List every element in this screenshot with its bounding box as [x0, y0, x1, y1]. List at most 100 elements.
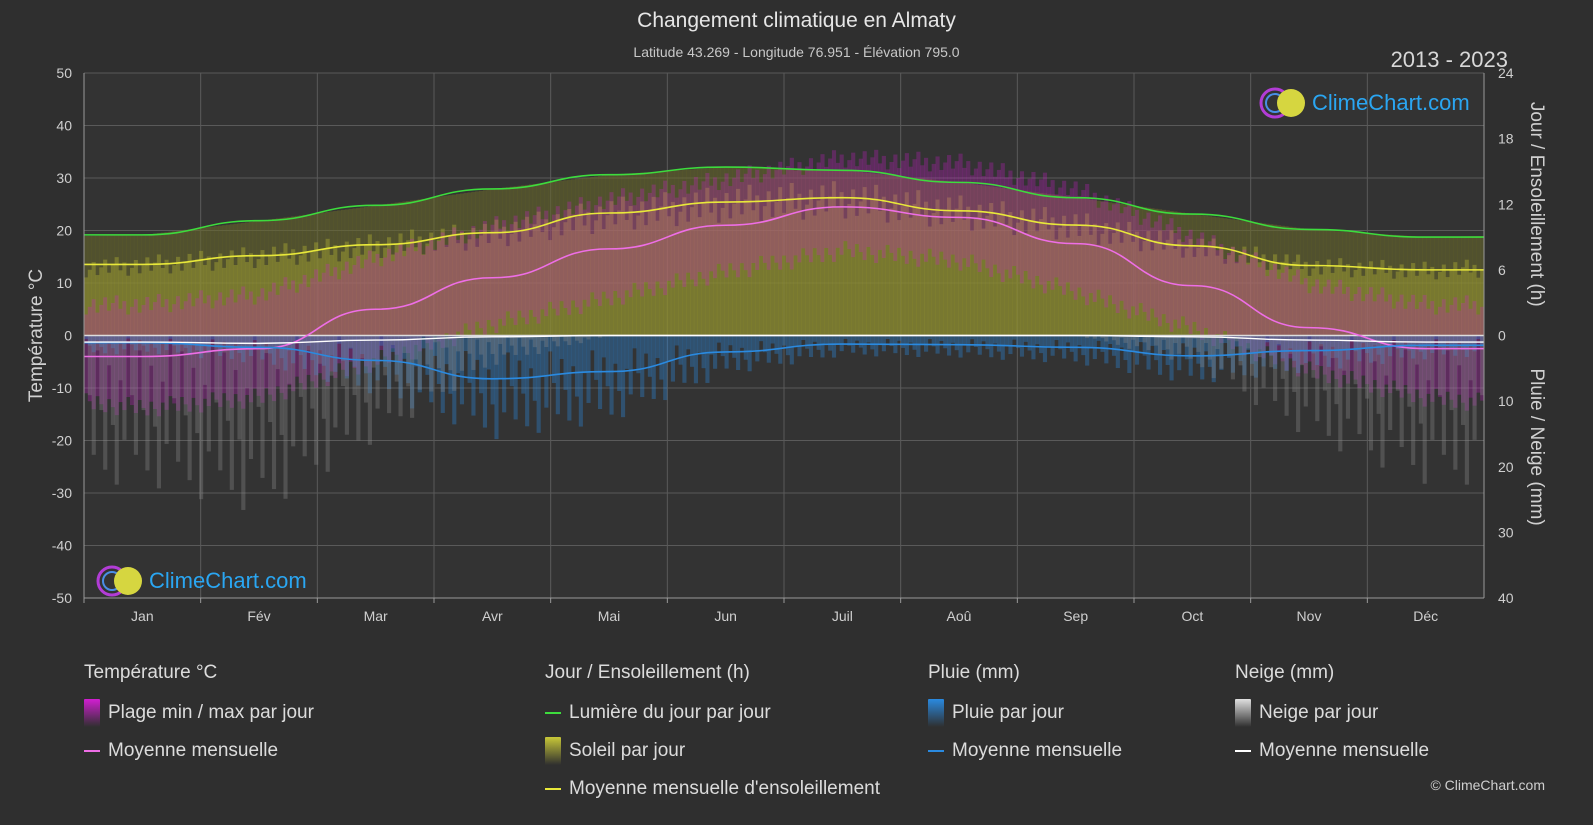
legend-swatch: [545, 737, 561, 765]
temp-range-bar: [509, 224, 514, 319]
daylight-bar: [110, 235, 115, 336]
sunshine-bar: [582, 225, 587, 336]
brand-logo-bottom[interactable]: ClimeChart.com: [95, 564, 307, 598]
snow-bar: [1261, 335, 1266, 388]
rain-bar: [743, 335, 748, 360]
daylight-bar: [889, 175, 894, 336]
temp-range-bar: [402, 256, 407, 347]
daylight-bar: [1062, 195, 1067, 336]
sunshine-bar: [329, 254, 334, 336]
sunshine-bar: [632, 229, 637, 336]
rain-bar: [306, 335, 311, 346]
daylight-bar: [958, 182, 963, 336]
snow-bar: [87, 335, 92, 396]
daylight-bar: [1357, 232, 1362, 336]
daylight-bar: [1384, 234, 1389, 336]
daylight-bar: [348, 208, 353, 336]
temp-range-bar: [1449, 304, 1454, 400]
temp-range-bar: [674, 197, 679, 274]
snow-bar: [1280, 335, 1285, 379]
snow-bar: [1315, 335, 1320, 422]
sunshine-bar: [406, 240, 411, 336]
sunshine-bar: [199, 250, 204, 336]
rain-bar: [847, 335, 852, 346]
daylight-bar: [1108, 202, 1113, 336]
snow-bar: [1357, 335, 1362, 435]
month-label: Nov: [1297, 608, 1322, 624]
rain-bar: [333, 335, 338, 372]
temp-range-bar: [206, 295, 211, 407]
snow-bar: [279, 335, 284, 435]
daylight-bar: [482, 190, 488, 336]
sunshine-bar: [751, 210, 756, 336]
temp-range-bar: [713, 177, 718, 279]
daylight-bar: [609, 174, 614, 336]
snow-bar: [448, 335, 453, 371]
rain-bar: [540, 335, 545, 376]
rain-bar: [1430, 335, 1435, 354]
temp-range-bar: [84, 314, 89, 394]
daylight-bar: [1230, 219, 1235, 336]
sunshine-bar: [782, 212, 787, 336]
temp-range-bar: [260, 288, 265, 403]
daylight-bar: [574, 178, 580, 336]
snow-bar: [153, 335, 158, 427]
rain-bar: [1303, 335, 1308, 364]
brand-logo-top[interactable]: ClimeChart.com: [1258, 86, 1470, 120]
rain-bar: [475, 335, 480, 360]
rain-bar: [1204, 335, 1209, 352]
snow-bar: [1127, 335, 1132, 349]
snow-bar: [440, 335, 445, 392]
rain-bar: [782, 335, 787, 346]
legend-swatch: [928, 699, 944, 727]
temp-range-bar: [1180, 241, 1186, 317]
rain-bar: [1345, 335, 1351, 360]
rain-bar: [525, 335, 530, 427]
rain-bar: [617, 335, 622, 391]
snow-bar: [1284, 335, 1289, 416]
temp-range-bar: [1457, 310, 1462, 395]
sunshine-bar: [344, 241, 349, 336]
sunshine-bar: [1399, 264, 1404, 336]
daylight-bar: [674, 170, 679, 336]
sunshine-bar: [1345, 264, 1351, 336]
temp-range-bar: [801, 174, 806, 249]
daylight-bar: [1349, 232, 1354, 336]
rain-bar: [329, 335, 334, 356]
temp-range-bar: [770, 178, 775, 256]
daylight-bar: [1134, 206, 1140, 336]
daylight-bar: [410, 200, 415, 336]
sunshine-bar: [824, 211, 829, 336]
temp-range-bar: [490, 224, 495, 327]
sunshine-bar: [1407, 270, 1412, 336]
rain-bar: [1242, 335, 1247, 376]
sunshine-bar: [597, 206, 603, 336]
rain-bar: [843, 335, 848, 339]
temp-range-bar: [1035, 186, 1040, 277]
daylight-bar: [1104, 201, 1109, 336]
sunshine-bar: [456, 243, 461, 336]
daylight-bar: [690, 169, 695, 336]
sunshine-bar: [348, 258, 353, 336]
daylight-bar: [1165, 210, 1170, 336]
daylight-bar: [1330, 230, 1335, 336]
snow-bar: [195, 335, 200, 434]
sunshine-bar: [1380, 259, 1385, 336]
daylight-bar: [153, 233, 158, 336]
daylight-bar: [927, 179, 932, 336]
daylight-bar: [759, 168, 764, 336]
right-axis-title-precip: Pluie / Neige (mm): [1526, 368, 1547, 525]
snow-bar: [1426, 335, 1431, 381]
temp-range-bar: [310, 278, 315, 382]
daylight-bar: [709, 168, 714, 336]
rain-bar: [1472, 335, 1477, 352]
sunshine-bar: [1349, 277, 1354, 336]
rain-bar: [1434, 335, 1439, 340]
sunshine-bar: [314, 242, 319, 336]
temp-range-bar: [1012, 184, 1017, 267]
rain-bar: [647, 335, 652, 377]
daylight-bar: [452, 194, 457, 336]
temp-range-bar: [528, 223, 534, 311]
snow-bar: [314, 335, 319, 465]
daylight-bar: [1372, 233, 1377, 336]
